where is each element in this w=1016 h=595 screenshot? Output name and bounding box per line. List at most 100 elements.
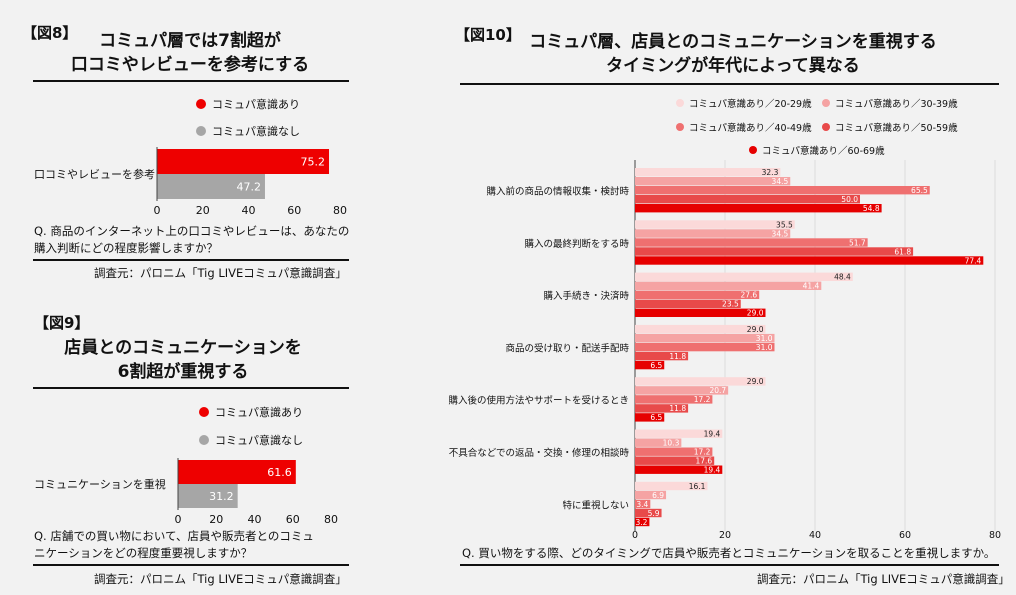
fig10-bar-5-1 bbox=[635, 377, 766, 386]
fig10-data-label-5-4: 11.8 bbox=[669, 404, 686, 413]
fig10-bar-6-1 bbox=[635, 429, 723, 438]
fig10-data-label-6-2: 10.3 bbox=[663, 439, 680, 448]
fig10-data-label-2-5: 77.4 bbox=[965, 256, 982, 265]
fig9-title: 店員とのコミュニケーションを 6割超が重視する bbox=[33, 336, 333, 384]
fig8-legend-label-2: コミュパ意識なし bbox=[212, 125, 300, 138]
fig10-question: Q. 買い物をする際、どのタイミングで店員や販売者とコミュニケーションを取ること… bbox=[462, 546, 996, 560]
fig10-category-label-6: 不具合などでの返品・交換・修理の相談時 bbox=[449, 447, 630, 459]
fig10-bar-1-2 bbox=[635, 177, 791, 186]
fig10-data-label-7-2: 6.9 bbox=[652, 491, 664, 500]
fig10-data-label-3-2: 41.4 bbox=[803, 282, 820, 291]
fig10-data-label-1-5: 54.8 bbox=[863, 204, 880, 213]
fig10-bar-4-4 bbox=[635, 351, 689, 361]
fig10-bar-5-4 bbox=[635, 404, 689, 413]
fig10-label: 【図10】 bbox=[455, 26, 521, 44]
fig10-question-rule bbox=[460, 564, 999, 566]
fig10-data-label-5-5: 6.5 bbox=[650, 413, 662, 422]
fig9-legend-label-1: コミュパ意識あり bbox=[215, 406, 303, 419]
fig8-legend-swatch-2 bbox=[196, 126, 206, 136]
fig8-question-rule bbox=[33, 259, 349, 261]
fig10-data-label-6-1: 19.4 bbox=[704, 430, 721, 439]
fig10-legend-item-2: コミュパ意識あり／30-39歳 bbox=[822, 96, 958, 110]
fig10-data-label-5-3: 17.2 bbox=[694, 395, 711, 404]
fig8-legend-item-1: コミュパ意識あり bbox=[196, 96, 300, 112]
fig10-data-label-6-4: 17.6 bbox=[695, 457, 712, 466]
fig8-legend-label-1: コミュパ意識あり bbox=[212, 98, 300, 111]
fig10-legend-swatch-2 bbox=[822, 99, 830, 107]
fig8-legend-swatch-1 bbox=[196, 99, 206, 109]
fig8-bar-2 bbox=[157, 174, 265, 199]
fig10-data-label-7-4: 5.9 bbox=[648, 509, 660, 518]
fig9-tick-label-2: 20 bbox=[209, 513, 223, 526]
fig10-bar-4-5 bbox=[635, 360, 665, 370]
fig10-legend-swatch-1 bbox=[676, 99, 684, 107]
fig10-bar-2-3 bbox=[635, 238, 868, 247]
fig9-title-line2: 6割超が重視する bbox=[117, 362, 249, 382]
fig9-title-rule bbox=[33, 387, 349, 389]
fig10-legend-label-1: コミュパ意識あり／20-29歳 bbox=[689, 99, 812, 110]
fig10-legend-item-5: コミュパ意識あり／60-69歳 bbox=[749, 143, 885, 157]
fig8-title-line2: 口コミやレビューを参考にする bbox=[70, 55, 310, 75]
fig8-chart: 75.2 47.2 口コミやレビューを参考 0 20 40 60 80 bbox=[34, 147, 347, 217]
fig10-bar-1-5 bbox=[635, 204, 882, 213]
fig8-tick-label-2: 20 bbox=[196, 204, 210, 217]
fig10-title-line1: コミュパ層、店員とのコミュニケーションを重視する bbox=[529, 32, 937, 52]
fig10-data-label-4-4: 11.8 bbox=[669, 352, 686, 361]
fig10-bar-6-3 bbox=[635, 447, 713, 456]
fig10-title-line2: タイミングが年代によって異なる bbox=[606, 56, 860, 76]
fig10-data-label-3-4: 23.5 bbox=[722, 300, 739, 309]
fig9-data-label-2: 31.2 bbox=[209, 490, 234, 503]
fig9-data-label-1: 61.6 bbox=[267, 466, 292, 479]
fig10-data-label-7-1: 16.1 bbox=[689, 482, 706, 491]
fig10-bar-2-1 bbox=[635, 220, 795, 229]
fig8-category-label: 口コミやレビューを参考 bbox=[34, 167, 155, 181]
fig10-bar-3-5 bbox=[635, 308, 766, 317]
fig9-tick-label-1: 0 bbox=[175, 513, 182, 526]
fig9-tick-label-3: 40 bbox=[248, 513, 262, 526]
fig9-question-line1: Q. 店舗での買い物において、店員や販売者とのコミュ bbox=[34, 529, 314, 543]
fig10-bar-3-2 bbox=[635, 281, 822, 290]
fig9-legend-swatch-1 bbox=[199, 407, 209, 417]
fig9-bar-1 bbox=[178, 460, 296, 484]
fig9-category-label: コミュニケーションを重視 bbox=[34, 477, 166, 491]
fig8-tick-label-3: 40 bbox=[242, 204, 256, 217]
fig10-bar-5-3 bbox=[635, 395, 713, 404]
fig10-tick-label-4: 60 bbox=[899, 530, 911, 541]
fig10-data-label-2-1: 35.5 bbox=[776, 220, 793, 229]
fig10-data-label-7-3: 3.4 bbox=[636, 500, 648, 509]
fig9-tick-label-5: 80 bbox=[324, 513, 338, 526]
fig10-bar-5-5 bbox=[635, 413, 665, 422]
fig8-question-line2: 購入判断にどの程度影響しますか？ bbox=[34, 241, 218, 255]
fig10-category-label-2: 購入の最終判断をする時 bbox=[524, 238, 629, 250]
fig9-tick-label-4: 60 bbox=[286, 513, 300, 526]
fig10-tick-label-3: 40 bbox=[809, 530, 821, 541]
fig9-legend-item-1: コミュパ意識あり bbox=[199, 404, 303, 420]
fig10-legend-swatch-5 bbox=[749, 146, 757, 154]
fig10-bar-4-2 bbox=[635, 333, 775, 343]
fig8-label: 【図8】 bbox=[22, 24, 78, 42]
fig9-label: 【図9】 bbox=[34, 314, 90, 332]
fig10-category-label-7: 特に重視しない bbox=[562, 499, 629, 511]
fig10-data-label-1-2: 34.5 bbox=[772, 177, 789, 186]
fig10-bar-7-3 bbox=[635, 499, 651, 509]
fig10-bar-7-2 bbox=[635, 490, 667, 500]
fig8-data-label-2: 47.2 bbox=[236, 181, 261, 194]
fig10-bar-4-3 bbox=[635, 342, 775, 352]
fig10-data-label-4-2: 31.0 bbox=[756, 334, 773, 343]
fig10-data-label-4-1: 29.0 bbox=[747, 325, 764, 334]
fig10-data-label-3-3: 27.6 bbox=[740, 291, 757, 300]
fig10-legend-label-3: コミュパ意識あり／40-49歳 bbox=[689, 123, 812, 134]
fig10-legend-item-4: コミュパ意識あり／50-59歳 bbox=[822, 120, 958, 134]
fig10-legend-swatch-4 bbox=[822, 123, 830, 131]
fig10-data-label-2-3: 51.7 bbox=[849, 238, 866, 247]
fig10-bar-4-1 bbox=[635, 324, 766, 334]
fig10-category-label-1: 購入前の商品の情報収集・検討時 bbox=[486, 186, 629, 198]
fig10-bar-2-4 bbox=[635, 247, 914, 256]
fig9-legend-label-2: コミュパ意識なし bbox=[215, 434, 303, 447]
fig10-bar-3-1 bbox=[635, 272, 853, 281]
fig10-category-label-4: 商品の受け取り・配送手配時 bbox=[505, 342, 629, 354]
fig10-data-label-5-1: 29.0 bbox=[747, 377, 764, 386]
fig10-data-label-3-1: 48.4 bbox=[834, 273, 851, 282]
fig8-source: 調査元：パロニム「Tig LIVEコミュパ意識調査」 bbox=[94, 266, 347, 280]
fig10-bar-7-1 bbox=[635, 481, 708, 491]
